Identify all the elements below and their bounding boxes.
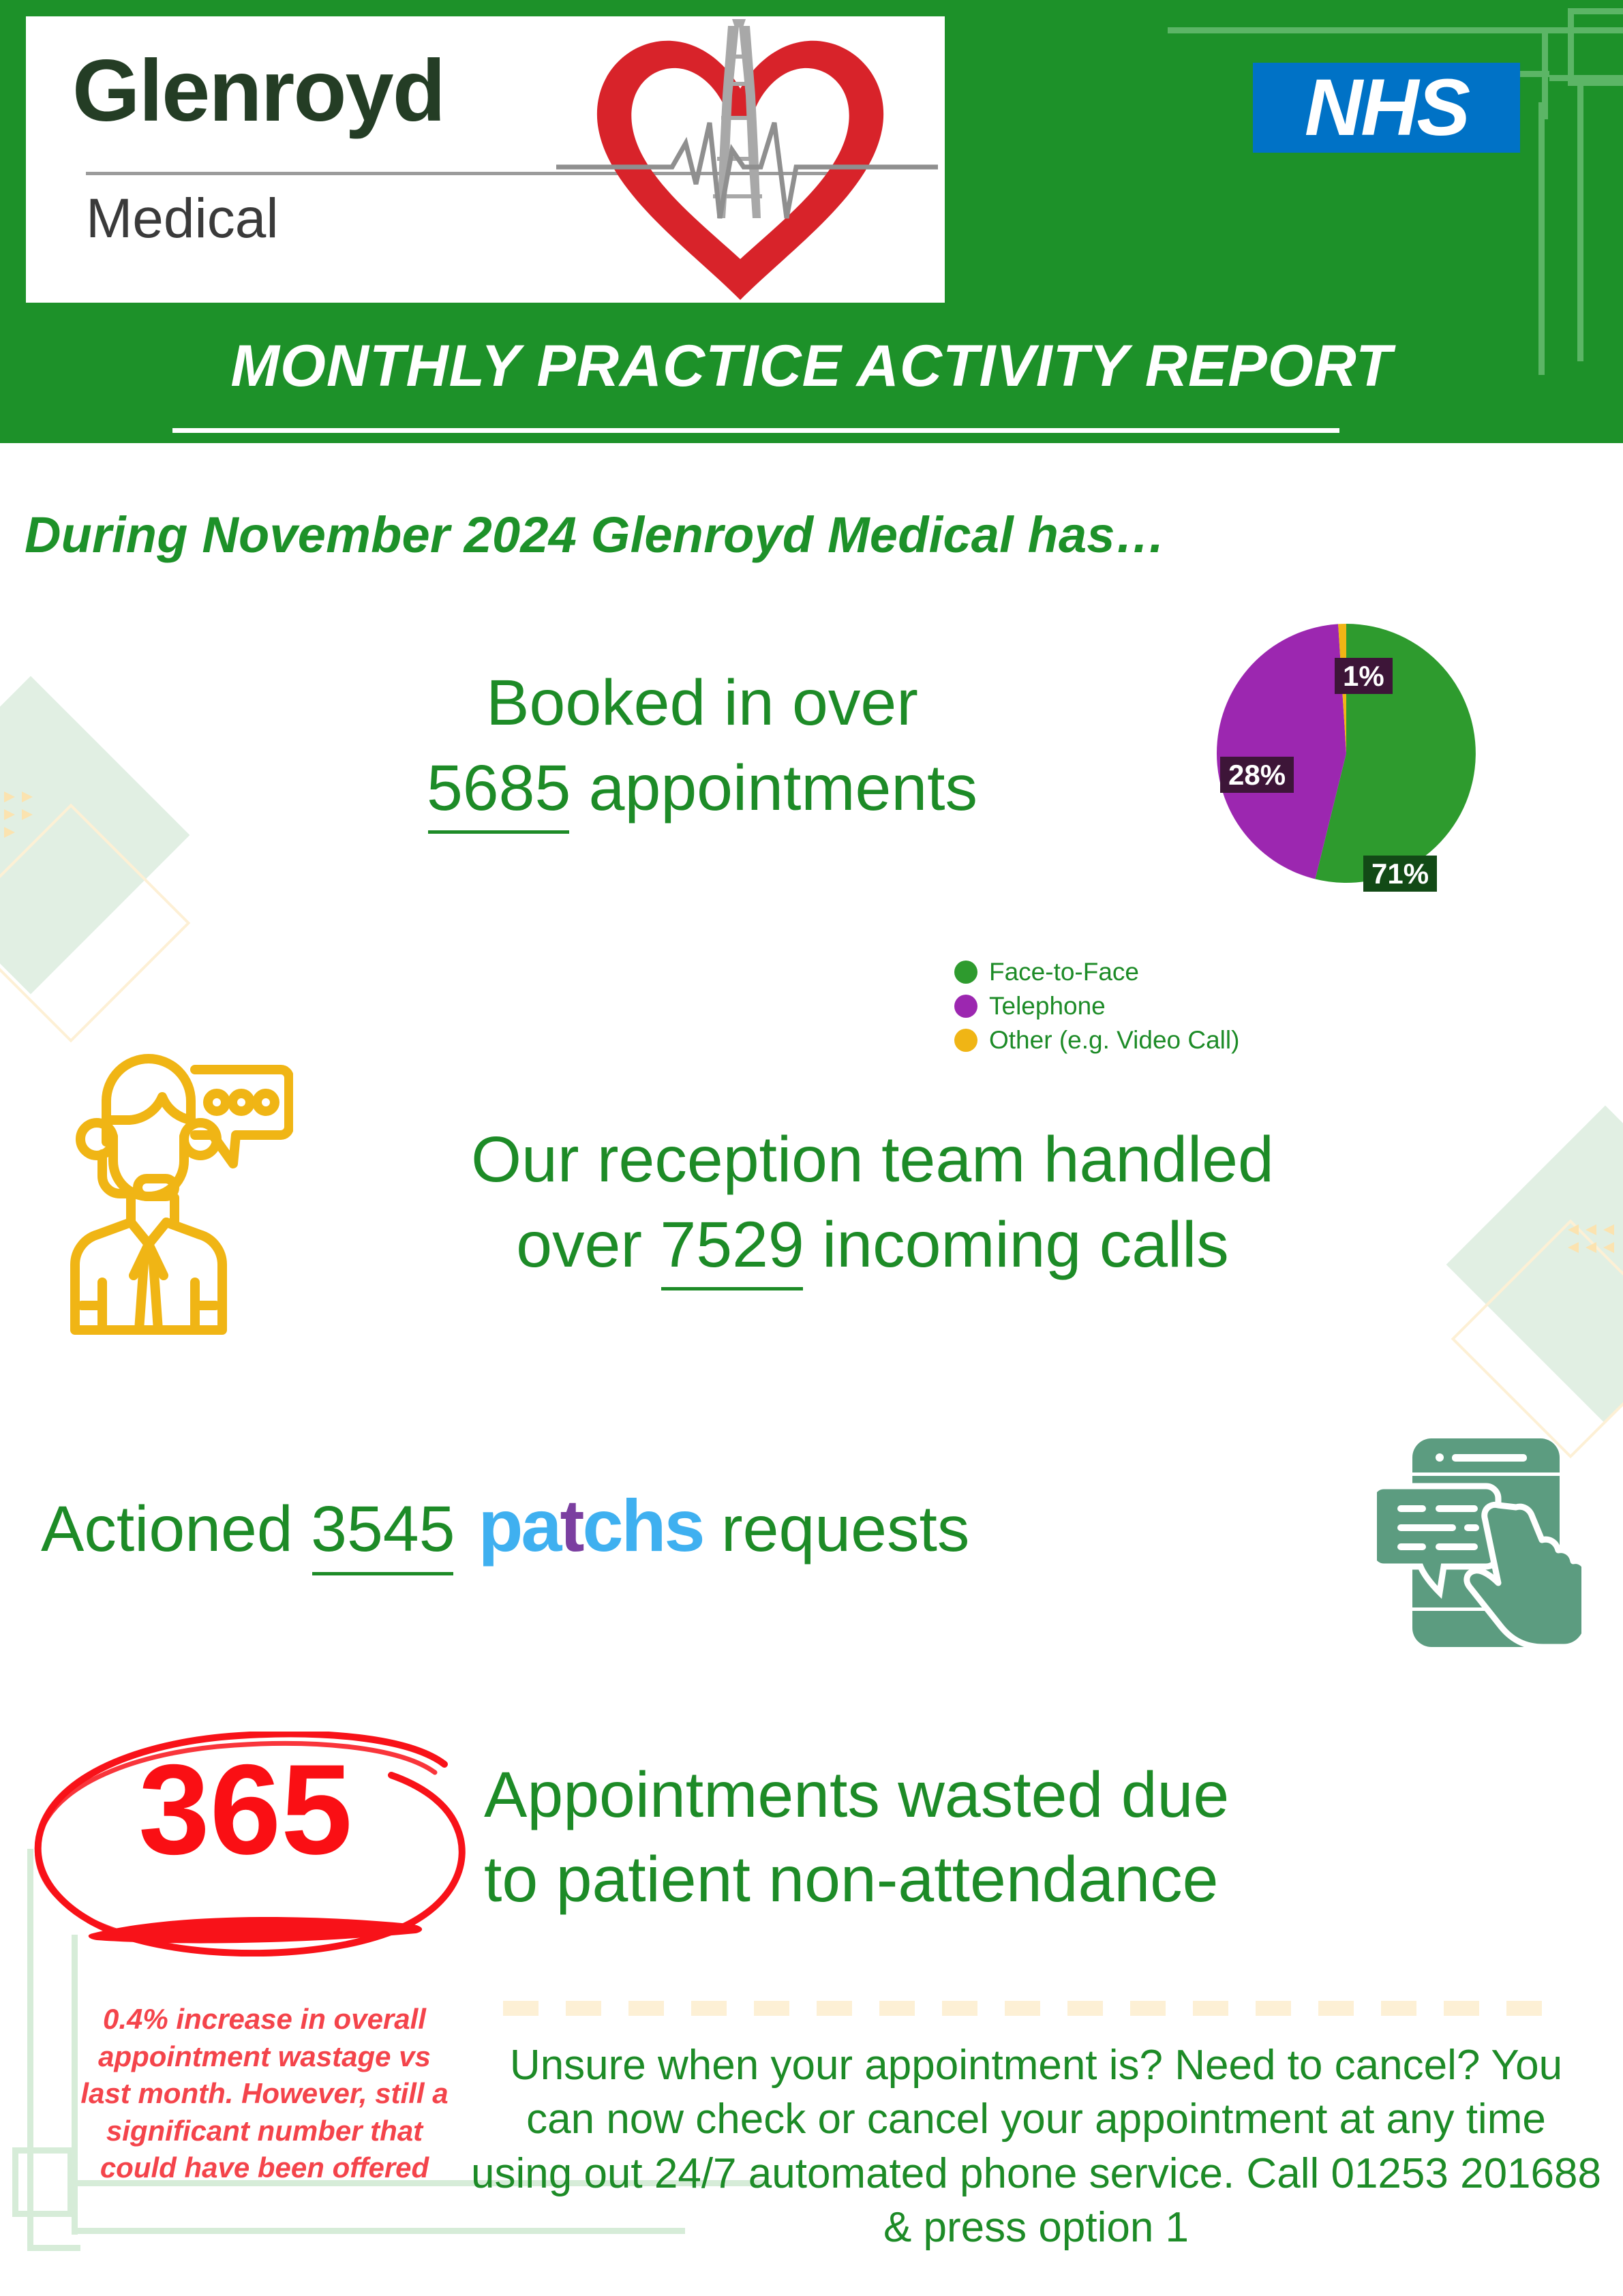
booked-appointments-stat: Booked in over 5685 appointments (293, 667, 1111, 834)
patchs-logo-part-a: pa (478, 1484, 562, 1567)
logo-subtext: Medical (86, 187, 279, 250)
patchs-prefix: Actioned (41, 1493, 312, 1565)
legend-label-face-to-face: Face-to-Face (989, 958, 1140, 986)
dna-count: 365 (138, 1738, 352, 1881)
patchs-logo-part-b: chs (582, 1484, 705, 1567)
patchs-logo: patchs (478, 1484, 705, 1567)
heart-pulse-icon (556, 19, 938, 301)
patchs-requests-stat: Actioned 3545 patchs requests (41, 1484, 1404, 1575)
page-subtitle: During November 2024 Glenroyd Medical ha… (25, 507, 1166, 563)
decor-triangles-right (1568, 1224, 1614, 1253)
legend-swatch-other (954, 1029, 977, 1052)
dna-line1: Appointments wasted due (484, 1759, 1230, 1831)
logo-wordmark: Glenroyd (72, 42, 446, 140)
legend-item-other: Other (e.g. Video Call) (954, 1026, 1336, 1055)
reception-prefix: over (516, 1208, 661, 1281)
pie-legend: Face-to-Face Telephone Other (e.g. Video… (954, 958, 1336, 1060)
phone-tap-icon (1377, 1438, 1581, 1650)
reception-line1: Our reception team handled (471, 1123, 1274, 1196)
booked-line1: Booked in over (486, 667, 918, 739)
circled-number-annotation (34, 1732, 466, 1957)
headset-agent-icon (70, 1054, 293, 1335)
legend-label-other: Other (e.g. Video Call) (989, 1026, 1240, 1054)
booked-suffix: appointments (571, 751, 978, 824)
legend-label-telephone: Telephone (989, 992, 1106, 1020)
header-banner: Glenroyd Medical NHS MONTHLY PRACTICE AC… (0, 0, 1623, 443)
patchs-logo-plus: t (560, 1484, 585, 1567)
pie-label-telephone: 28% (1220, 757, 1294, 794)
reception-calls-stat: Our reception team handled over 7529 inc… (293, 1123, 1452, 1290)
logo-divider (86, 172, 856, 175)
booked-number: 5685 (426, 751, 571, 834)
dna-description: Appointments wasted due to patient non-a… (484, 1759, 1602, 1916)
legend-item-face-to-face: Face-to-Face (954, 958, 1336, 986)
nhs-logo-text: NHS (1304, 63, 1470, 153)
appointment-type-pie-chart: 1% 28% 71% Face-to-Face Telephone Other … (954, 617, 1541, 1054)
pie-label-other: 1% (1335, 658, 1393, 695)
report-title: MONTHLY PRACTICE ACTIVITY REPORT (230, 333, 1393, 399)
decor-triangles-left (4, 791, 33, 838)
reception-suffix: incoming calls (804, 1208, 1229, 1281)
practice-logo: Glenroyd Medical (26, 16, 945, 303)
nhs-logo: NHS (1253, 63, 1520, 153)
patchs-number: 3545 (311, 1493, 455, 1575)
legend-swatch-telephone (954, 995, 977, 1018)
reception-number: 7529 (660, 1208, 804, 1290)
dashed-divider (503, 2001, 1546, 2016)
report-title-underline (172, 428, 1339, 433)
dna-line2: to patient non-attendance (484, 1843, 1219, 1916)
patchs-suffix: requests (703, 1493, 970, 1565)
legend-swatch-face-to-face (954, 961, 977, 984)
pie-slice-telephone (1216, 624, 1346, 879)
pie-label-face-to-face: 71% (1363, 856, 1438, 892)
legend-item-telephone: Telephone (954, 992, 1336, 1021)
footer-message: Unsure when your appointment is? Need to… (471, 2042, 1601, 2252)
dna-note: 0.4% increase in overall appointment was… (80, 2003, 449, 2184)
